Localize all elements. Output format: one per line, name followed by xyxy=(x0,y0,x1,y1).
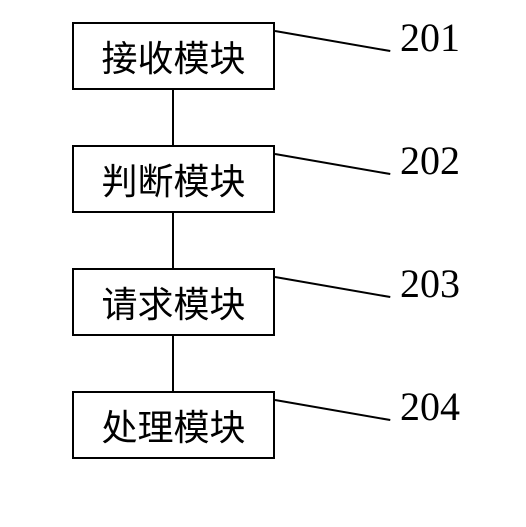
flow-node-n3: 请求模块 xyxy=(72,268,275,336)
flow-node-n2: 判断模块 xyxy=(72,145,275,213)
flow-node-label: 接收模块 xyxy=(101,30,245,82)
flow-edge xyxy=(172,213,174,268)
flow-edge xyxy=(172,90,174,145)
lead-line xyxy=(275,399,390,421)
flow-node-n1: 接收模块 xyxy=(72,22,275,90)
flow-node-number: 202 xyxy=(400,137,460,184)
flow-node-label: 请求模块 xyxy=(101,276,245,328)
flow-node-label: 处理模块 xyxy=(101,399,245,451)
lead-line xyxy=(275,276,390,298)
flow-node-number: 204 xyxy=(400,383,460,430)
lead-line xyxy=(275,30,390,52)
flow-node-label: 判断模块 xyxy=(101,153,245,205)
lead-line xyxy=(275,153,390,175)
flow-edge xyxy=(172,336,174,391)
flow-node-number: 203 xyxy=(400,260,460,307)
flow-node-number: 201 xyxy=(400,14,460,61)
flow-node-n4: 处理模块 xyxy=(72,391,275,459)
